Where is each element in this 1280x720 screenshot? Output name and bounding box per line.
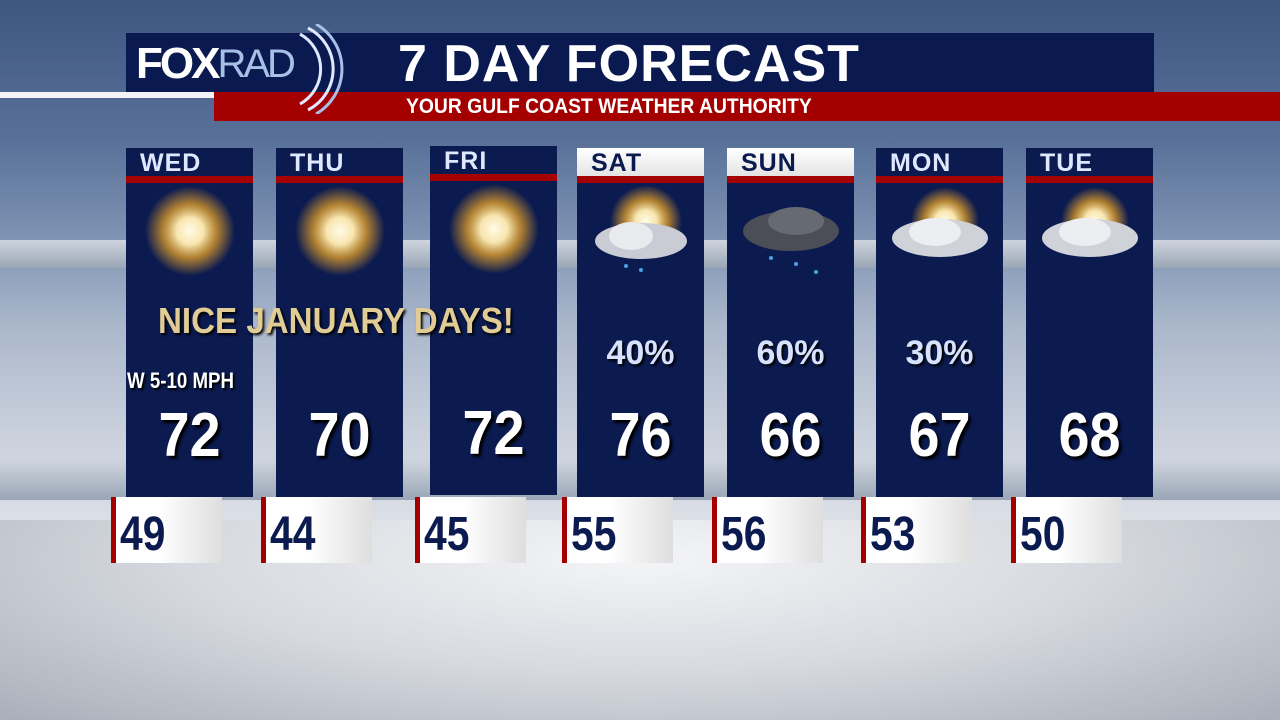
high-temp: 72 — [462, 399, 525, 468]
day-column-sun: SUN 60% 66 — [727, 148, 854, 497]
low-temp-box: 45 — [415, 497, 526, 563]
low-temp-box: 53 — [861, 497, 972, 563]
header-rule — [276, 176, 403, 183]
high-temp: 68 — [1058, 401, 1121, 470]
day-label: FRI — [444, 147, 488, 175]
wind-text: W 5-10 MPH — [127, 368, 235, 393]
header-rule — [727, 176, 854, 183]
low-temp: 50 — [1020, 508, 1066, 561]
logo-fox: FOX — [136, 39, 220, 88]
subtitle: YOUR GULF COAST WEATHER AUTHORITY — [406, 95, 812, 118]
sunny-icon — [449, 184, 539, 274]
header-rule — [876, 176, 1003, 183]
day-label: SUN — [727, 148, 854, 177]
precip-chance: 30% — [905, 334, 974, 372]
high-temp: 70 — [308, 401, 371, 470]
divider — [0, 92, 214, 98]
high-temp: 76 — [609, 401, 672, 470]
rain-cloud-icon — [743, 207, 839, 274]
low-temp-box: 49 — [111, 497, 222, 563]
header-rule — [577, 176, 704, 183]
day-label: WED — [140, 149, 202, 177]
high-temp: 66 — [759, 401, 822, 470]
header-rule — [1026, 176, 1153, 183]
day-column-wed: WED 72 — [126, 148, 253, 497]
low-temp-box: 55 — [562, 497, 673, 563]
precip-chance: 60% — [756, 334, 825, 372]
day-column-fri: FRI 72 — [430, 146, 557, 495]
day-column-sat: SAT 40% 76 — [577, 148, 704, 497]
sunny-icon — [145, 186, 235, 276]
header-rule — [126, 176, 253, 183]
partly-sunny-showers-icon — [595, 186, 687, 272]
partly-cloudy-icon — [892, 187, 988, 257]
low-temp-box: 56 — [712, 497, 823, 563]
partly-cloudy-icon — [1042, 187, 1138, 257]
precip-chance: 40% — [606, 334, 675, 372]
header-rule — [430, 174, 557, 181]
day-label: TUE — [1040, 149, 1093, 177]
page-title: 7 DAY FORECAST — [398, 35, 860, 93]
low-temp: 56 — [721, 508, 767, 561]
header-band — [126, 33, 1154, 92]
high-temp: 72 — [158, 401, 221, 470]
low-temp: 45 — [424, 508, 470, 561]
low-temp-box: 50 — [1011, 497, 1122, 563]
day-label: MON — [890, 149, 952, 177]
low-temp-box: 44 — [261, 497, 372, 563]
radar-arcs-icon — [299, 24, 344, 114]
day-label: SAT — [577, 148, 704, 177]
subtitle-band — [214, 92, 1280, 121]
day-label: THU — [290, 149, 345, 177]
low-temp: 49 — [120, 508, 166, 561]
sunny-icon — [295, 186, 385, 276]
low-temp: 53 — [870, 508, 916, 561]
banner-text: NICE JANUARY DAYS! — [158, 300, 514, 341]
day-column-thu: THU 70 — [276, 148, 403, 497]
day-column-tue: TUE 68 — [1026, 148, 1153, 497]
low-temp: 44 — [270, 508, 316, 561]
high-temp: 67 — [908, 401, 971, 470]
logo-rad: RAD — [217, 41, 295, 86]
low-temp: 55 — [571, 508, 617, 561]
day-column-mon: MON 30% 67 — [876, 148, 1003, 497]
foxrad-logo: FOX RAD — [136, 38, 296, 90]
